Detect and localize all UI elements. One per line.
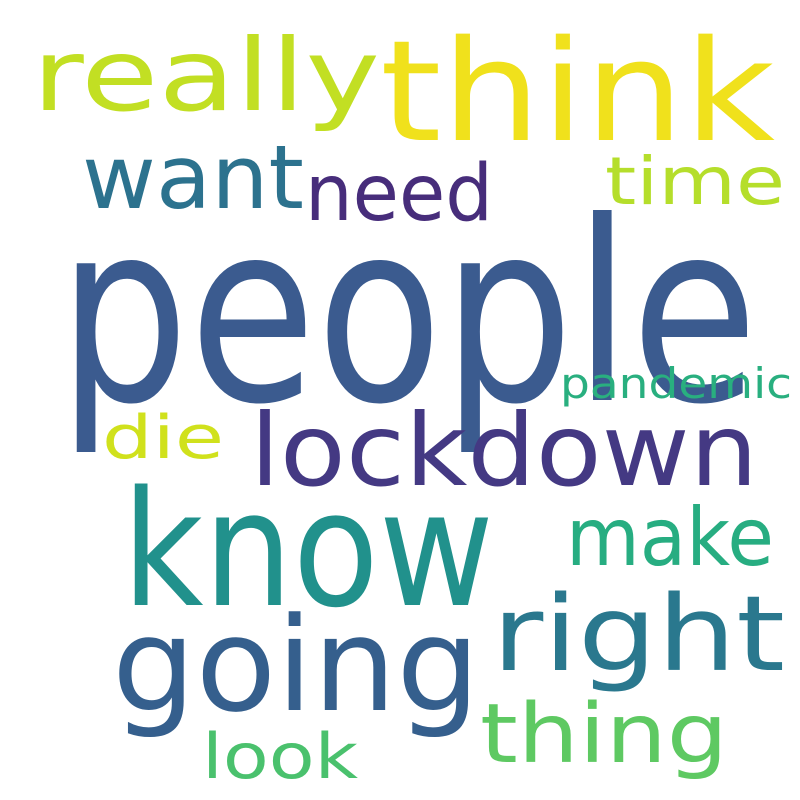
word-know: know	[122, 456, 494, 643]
word-want: want	[82, 126, 304, 229]
word-people: people	[58, 168, 758, 459]
word-lockdown: lockdown	[250, 392, 758, 509]
word-thing: thing	[480, 687, 728, 782]
word-going: going	[112, 589, 480, 741]
word-die: die	[102, 403, 224, 473]
word-time: time	[605, 143, 785, 220]
word-make: make	[566, 491, 774, 584]
word-really: really	[32, 17, 380, 134]
word-look: look	[202, 720, 358, 793]
word-right: right	[492, 573, 785, 695]
word-pandemic: pandemic	[560, 359, 792, 408]
word-need: need	[305, 149, 493, 239]
word-think: think	[380, 11, 775, 174]
